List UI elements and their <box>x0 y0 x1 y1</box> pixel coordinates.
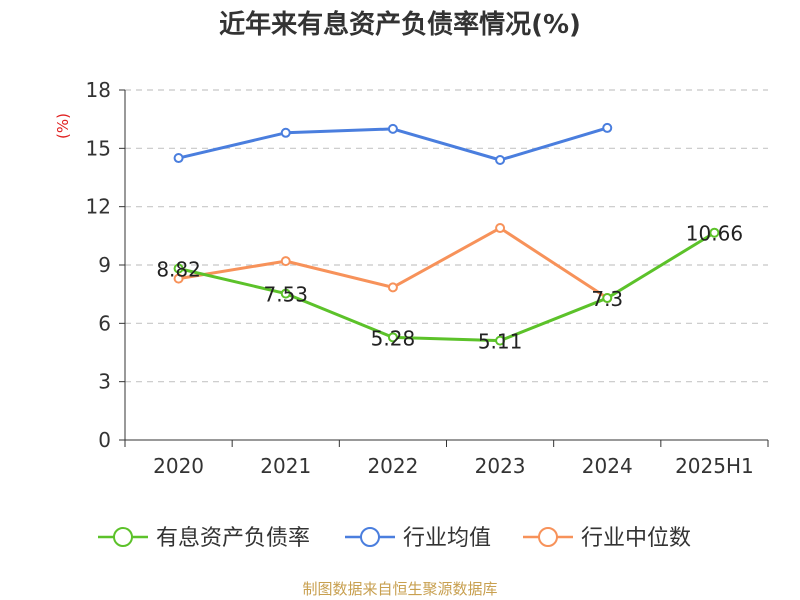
data-label: 7.53 <box>263 283 308 307</box>
data-point <box>602 122 613 133</box>
legend: 有息资产负债率 行业均值 行业中位数 <box>98 526 691 551</box>
legend-marker-0 <box>113 527 133 547</box>
data-point <box>495 223 506 234</box>
legend-label-1: 行业均值 <box>403 526 491 551</box>
series-line-0 <box>178 231 716 343</box>
data-point <box>280 127 291 138</box>
legend-label-0: 有息资产负债率 <box>156 526 310 551</box>
data-point <box>709 227 720 238</box>
data-point <box>495 155 506 165</box>
x-tick-label: 2020 <box>153 454 204 478</box>
x-tick-label: 2022 <box>367 454 418 478</box>
data-point <box>173 263 184 274</box>
x-tick-label: 2021 <box>260 454 311 478</box>
legend-marker-2 <box>538 527 558 547</box>
y-tick-label: 6 <box>98 311 111 335</box>
chart-title: 近年来有息资产负债率情况(%) <box>219 10 581 40</box>
data-point <box>387 123 398 134</box>
y-tick-label: 12 <box>86 195 111 219</box>
axes: 0 3 6 9 12 15 18 (%) 2020 2021 2022 2023 2024 2025H1 <box>54 78 769 478</box>
data-label: 8.82 <box>156 258 201 282</box>
data-point <box>602 293 613 304</box>
x-tick-label: 2024 <box>582 454 633 478</box>
y-tick-label: 18 <box>86 78 111 102</box>
data-point <box>280 288 291 299</box>
data-label: 10.66 <box>686 222 743 246</box>
y-tick-label: 0 <box>98 428 111 452</box>
series-lines <box>173 122 720 346</box>
legend-marker-1 <box>360 527 380 547</box>
data-point <box>495 335 506 346</box>
x-tick-label: 2023 <box>475 454 526 478</box>
y-tick-label: 15 <box>86 136 111 160</box>
data-label: 5.28 <box>371 326 416 350</box>
y-tick-label: 3 <box>98 370 111 394</box>
gridlines <box>125 89 768 383</box>
data-label: 5.11 <box>478 330 523 354</box>
data-point <box>173 153 184 164</box>
data-point <box>387 332 398 343</box>
x-tick-label: 2025H1 <box>675 454 754 478</box>
data-point <box>280 256 291 267</box>
y-axis-label: (%) <box>54 113 72 139</box>
legend-label-2: 行业中位数 <box>581 526 691 551</box>
y-tick-label: 9 <box>98 253 111 277</box>
data-source-footer: 制图数据来自恒生聚源数据库 <box>302 580 498 598</box>
data-point <box>387 282 398 293</box>
data-point <box>173 273 184 284</box>
data-labels: 8.82 7.53 5.28 5.11 7.3 10.66 <box>156 222 743 354</box>
data-label: 7.3 <box>591 287 623 311</box>
